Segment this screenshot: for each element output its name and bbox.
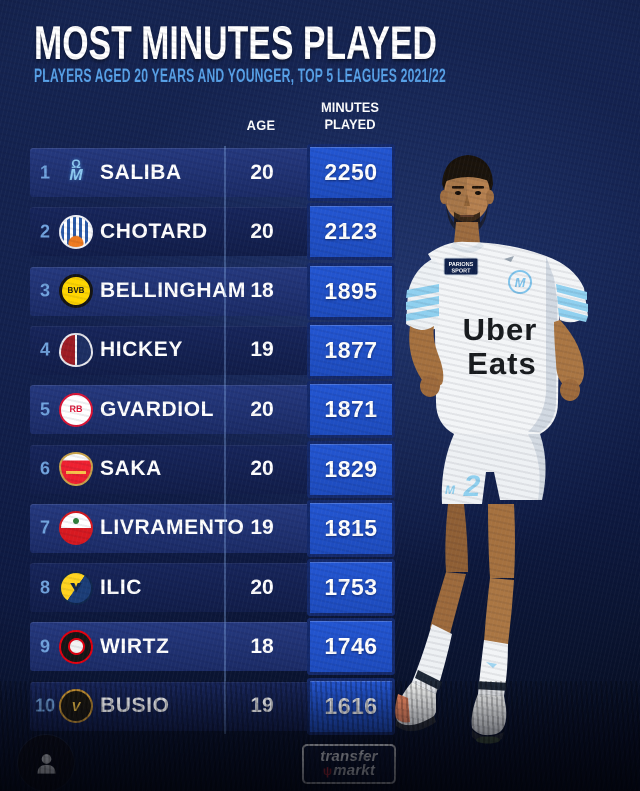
table-row: 2 CHOTARD 20 2123 <box>30 202 395 261</box>
club-crest-initials: RB <box>69 404 83 415</box>
verona-crest-icon <box>59 570 93 605</box>
minutes-box: 1616 <box>307 677 395 735</box>
rank-label: 3 <box>39 280 50 301</box>
table-row: 7 LIVRAMENTO 19 1815 <box>30 499 395 558</box>
leverkusen-crest-icon <box>59 629 93 664</box>
jersey-sponsor-line2: Eats <box>467 346 536 381</box>
table-row: 3 BVB BELLINGHAM 18 1895 <box>30 262 395 321</box>
club-crest-initials: M <box>69 167 83 184</box>
player-name: WIRTZ <box>100 634 170 658</box>
minutes-box: 2250 <box>307 144 395 201</box>
minutes-box: 1753 <box>307 559 395 617</box>
marseille-crest-icon: M <box>59 156 93 190</box>
minutes-value: 1616 <box>324 692 378 719</box>
table-row: 4 HICKEY 19 1877 <box>30 321 395 380</box>
age-value: 20 <box>250 397 274 421</box>
column-header-age: AGE <box>246 117 276 133</box>
venezia-crest-icon: V <box>59 689 93 724</box>
leaderboard-table: 1 M SALIBA 20 2250 2 CHOTARD 20 2123 3 B… <box>30 143 395 739</box>
table-row: 8 ILIC 20 1753 <box>30 558 395 617</box>
bvb-crest-icon: BVB <box>59 274 93 309</box>
page-subtitle: PLAYERS AGED 20 YEARS AND YOUNGER, TOP 5… <box>34 66 446 87</box>
minutes-box: 1746 <box>307 618 395 676</box>
southampton-crest-icon <box>59 511 93 546</box>
montpellier-crest-icon <box>59 214 93 249</box>
jersey-sponsor-line1: Uber <box>463 312 538 347</box>
rank-label: 8 <box>39 577 50 598</box>
age-value: 19 <box>250 694 274 718</box>
arsenal-crest-icon <box>59 452 93 486</box>
bologna-crest-icon <box>59 333 93 368</box>
age-value: 20 <box>250 219 274 243</box>
shorts-number: 2 <box>463 470 481 503</box>
jersey-crest-letter: M <box>515 275 527 290</box>
rank-label: 4 <box>39 339 50 360</box>
age-value: 19 <box>250 516 274 540</box>
minutes-box: 1815 <box>307 499 395 557</box>
minutes-value: 1895 <box>324 277 378 304</box>
transfermarkt-fork-icon: ψ <box>322 764 333 778</box>
rank-label: 9 <box>39 636 50 657</box>
age-value: 18 <box>250 279 274 303</box>
minutes-value: 2250 <box>324 159 378 185</box>
column-divider-line <box>224 146 226 734</box>
player-name: SALIBA <box>100 160 182 184</box>
player-name: GVARDIOL <box>100 397 215 421</box>
column-header-minutes-line1: MINUTES <box>321 99 379 115</box>
minutes-value: 2123 <box>324 218 378 245</box>
player-name: BUSIO <box>100 694 170 718</box>
minutes-value: 1753 <box>324 574 378 601</box>
age-value: 20 <box>250 457 274 480</box>
minutes-value: 1746 <box>324 633 378 660</box>
minutes-box: 1895 <box>307 262 395 320</box>
club-crest-initials: BVB <box>67 286 85 296</box>
minutes-value: 1815 <box>324 514 378 541</box>
jersey-patch-line2: SPORT <box>452 269 472 275</box>
person-icon <box>37 753 55 774</box>
table-row: 1 M SALIBA 20 2250 <box>30 143 395 202</box>
table-row: 5 RB GVARDIOL 20 1871 <box>30 380 395 439</box>
player-name: CHOTARD <box>100 219 208 243</box>
minutes-box: 2123 <box>307 203 395 261</box>
transfermarkt-logo-line2: markt <box>333 762 376 779</box>
player-name: LIVRAMENTO <box>100 516 245 540</box>
minutes-value: 1829 <box>324 455 378 482</box>
player-name: HICKEY <box>100 338 183 362</box>
age-value: 20 <box>250 575 274 599</box>
player-photo: PARIONS SPORT M Uber Eats M 2 <box>395 155 588 744</box>
player-name: SAKA <box>100 457 162 480</box>
transfermarkt-logo: transfer ψ markt <box>302 744 396 784</box>
minutes-value: 1871 <box>324 396 378 423</box>
age-value: 20 <box>250 160 274 184</box>
table-row: 6 SAKA 20 1829 <box>30 440 395 499</box>
club-crest-initials: V <box>71 698 81 714</box>
rank-label: 6 <box>39 458 50 479</box>
table-row: 9 WIRTZ 18 1746 <box>30 617 395 676</box>
column-header-minutes: MINUTES PLAYED <box>304 99 396 133</box>
age-value: 19 <box>250 338 274 362</box>
minutes-box: 1877 <box>307 321 395 379</box>
jersey-patch-line1: PARIONS <box>449 262 474 268</box>
age-value: 18 <box>250 634 274 658</box>
svg-text:M: M <box>445 483 456 497</box>
rank-label: 2 <box>39 221 50 242</box>
rank-label: 7 <box>39 517 50 538</box>
table-row: 10 V BUSIO 19 1616 <box>30 677 395 736</box>
rank-label: 1 <box>39 162 50 182</box>
profile-avatar-button[interactable] <box>18 735 74 791</box>
column-header-minutes-line2: PLAYED <box>324 116 376 132</box>
player-name: ILIC <box>100 575 143 599</box>
minutes-value: 1877 <box>324 336 378 363</box>
transfermarkt-logo-line2-wrap: ψ markt <box>322 762 376 779</box>
rank-label: 10 <box>34 695 56 716</box>
minutes-box: 1829 <box>307 440 395 498</box>
rank-label: 5 <box>39 399 50 420</box>
player-name: BELLINGHAM <box>100 279 246 303</box>
page-title: MOST MINUTES PLAYED <box>34 16 437 69</box>
leipzig-crest-icon: RB <box>59 392 93 427</box>
minutes-box: 1871 <box>307 381 395 439</box>
